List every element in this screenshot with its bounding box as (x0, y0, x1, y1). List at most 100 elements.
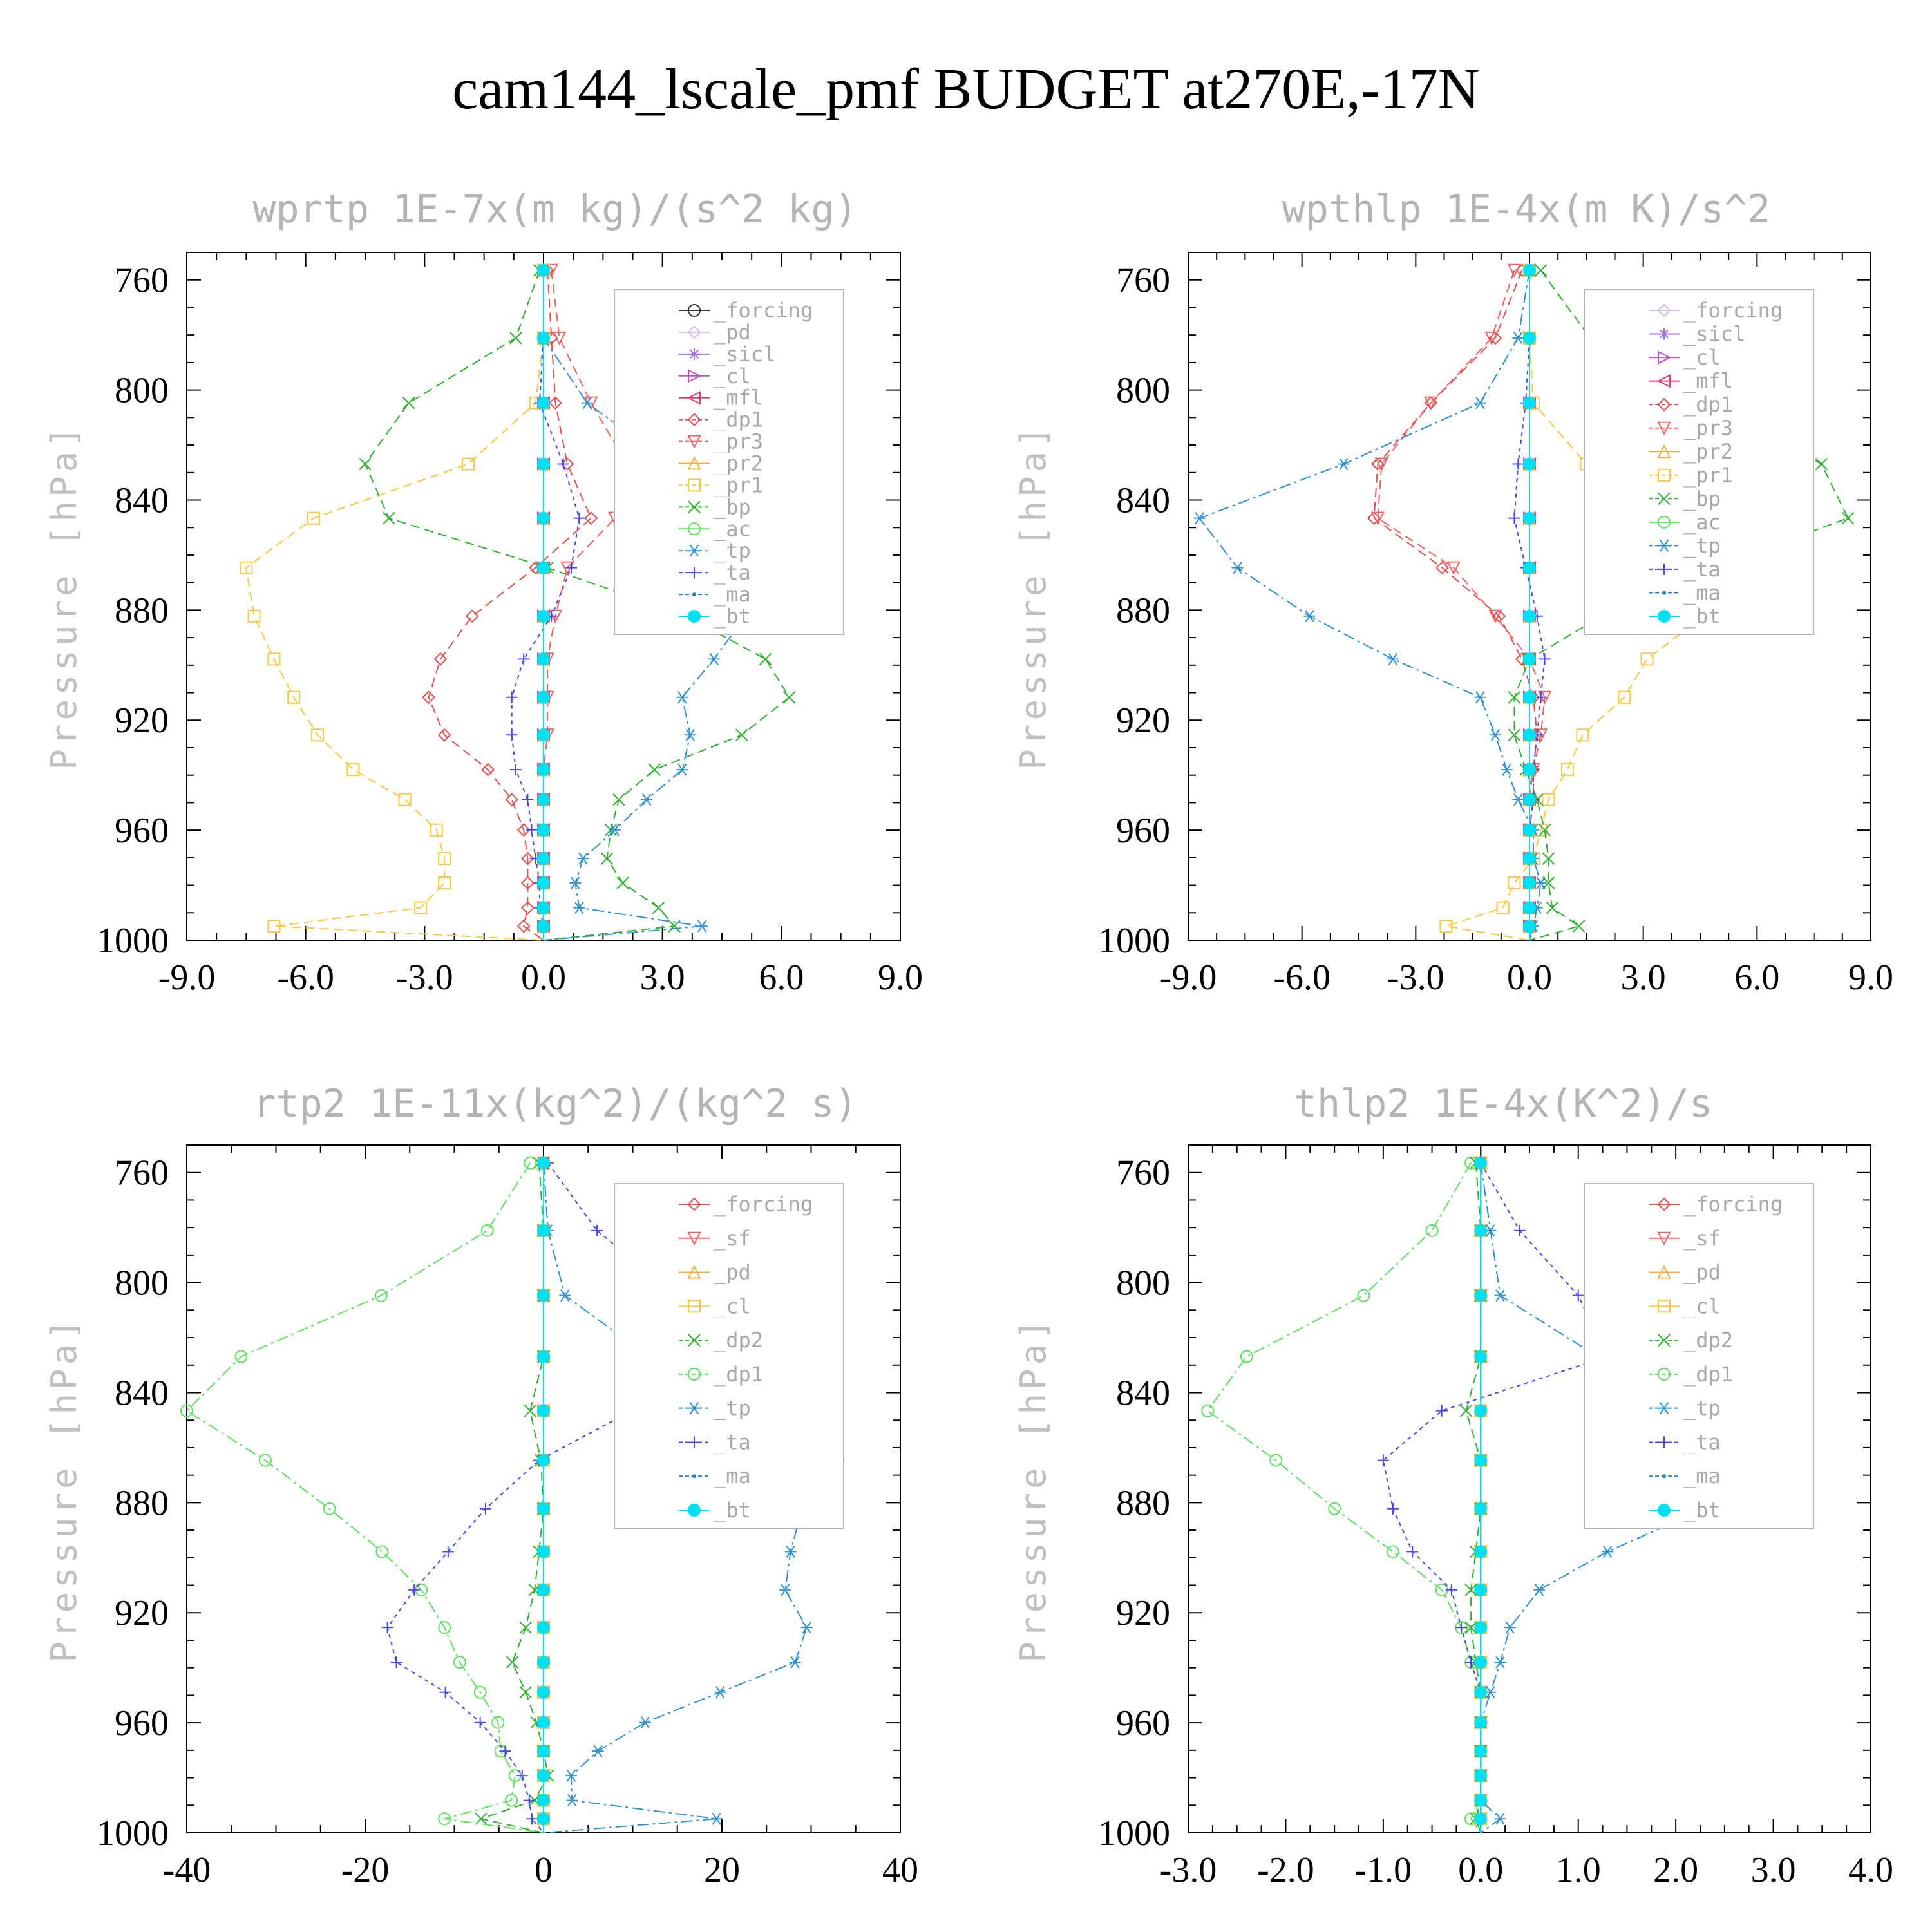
data-point (523, 1794, 535, 1806)
data-point (438, 852, 451, 866)
x-tick-label: -6.0 (277, 958, 334, 998)
y-tick-label: 840 (115, 1373, 169, 1413)
data-point (537, 1289, 550, 1302)
legend-label: _ac (1683, 510, 1721, 535)
data-point (537, 920, 550, 933)
legend-label: _tp (714, 1396, 751, 1421)
legend-marker (688, 478, 701, 492)
series-line (185, 1162, 544, 1833)
x-tick-label: 0 (535, 1850, 553, 1890)
x-tick-label: 3.0 (640, 958, 685, 998)
data-point (1508, 691, 1521, 704)
data-point (537, 457, 550, 471)
data-point (789, 1656, 801, 1669)
y-tick-label: 920 (115, 1593, 169, 1633)
x-tick-label: -6.0 (1273, 958, 1331, 998)
data-point (524, 1156, 537, 1170)
data-point (234, 1350, 248, 1363)
data-point (1387, 1545, 1399, 1558)
legend-marker (1662, 591, 1666, 595)
data-point (708, 652, 720, 665)
legend-marker (1658, 563, 1670, 575)
data-point (1534, 264, 1548, 277)
y-tick-label: 840 (115, 480, 169, 520)
data-point (537, 1656, 550, 1669)
data-point (537, 396, 550, 410)
data-point (566, 1794, 578, 1807)
data-point (1523, 763, 1536, 777)
data-point (1474, 1685, 1488, 1699)
data-point (1508, 728, 1521, 742)
x-tick-label: -20 (341, 1850, 390, 1890)
data-point (537, 561, 550, 574)
series-bt (537, 263, 550, 940)
data-point (465, 609, 479, 623)
legend-marker (1658, 1504, 1671, 1517)
y-tick-label: 760 (115, 261, 169, 301)
legend-label: _bp (1683, 486, 1721, 511)
series-line (511, 270, 580, 940)
data-point (537, 852, 550, 866)
data-point (537, 793, 550, 806)
legend-label: _pr1 (714, 473, 763, 497)
series-bt (1523, 263, 1536, 940)
data-point (505, 793, 519, 807)
data-point (537, 331, 550, 345)
data-point (1546, 901, 1559, 914)
data-point (509, 332, 522, 345)
legend-marker (1658, 1300, 1671, 1313)
data-point (1523, 511, 1536, 525)
legend-marker (688, 1367, 701, 1381)
data-point (398, 793, 412, 806)
panel-title: thlp2 1E-4x(K^2)/s (1294, 1081, 1712, 1126)
data-point (520, 851, 535, 866)
x-tick-label: -3.0 (396, 958, 453, 998)
data-point (1474, 1289, 1488, 1302)
legend-marker (688, 522, 701, 536)
data-point (1523, 852, 1536, 866)
legend-label: _ta (1683, 1430, 1721, 1454)
data-point (652, 901, 665, 914)
data-point (1523, 823, 1536, 837)
data-point (537, 1769, 550, 1783)
data-point (714, 1686, 726, 1699)
data-point (1542, 876, 1555, 889)
legend-label: _dp2 (1683, 1328, 1733, 1352)
series-dp2 (1459, 1157, 1487, 1833)
legend-label: _pr2 (1683, 439, 1733, 464)
data-point (307, 511, 320, 525)
legend-label: _sicl (1683, 322, 1745, 346)
data-point (473, 1685, 487, 1699)
legend-marker (688, 1504, 701, 1517)
data-point (648, 763, 661, 776)
data-point (516, 1770, 528, 1782)
data-point (710, 1812, 723, 1825)
legend-label: _forcing (1683, 298, 1783, 323)
data-point (346, 763, 360, 777)
legend-marker (688, 1334, 701, 1347)
data-point (1474, 1621, 1488, 1634)
data-point (537, 690, 550, 704)
data-point (1494, 1812, 1506, 1825)
data-point (481, 762, 495, 777)
legend-marker (688, 369, 702, 383)
legend-marker (1657, 421, 1671, 435)
data-point (1542, 793, 1555, 806)
data-point (1501, 763, 1513, 776)
data-point (247, 609, 261, 623)
series-pr3 (1370, 263, 1552, 940)
series-line (245, 270, 544, 941)
data-point (1533, 1584, 1546, 1596)
legend-label: _pd (714, 320, 751, 345)
data-point (1490, 728, 1501, 741)
data-point (779, 1584, 791, 1596)
data-point (1357, 1289, 1370, 1302)
legend-marker (688, 544, 700, 557)
series-bp (359, 264, 796, 941)
data-point (1193, 512, 1206, 525)
data-point (519, 1621, 533, 1634)
y-tick-label: 1000 (97, 921, 169, 961)
legend-label: _ma (714, 1464, 751, 1488)
y-tick-label: 1000 (1098, 1814, 1170, 1853)
legend-label: _sf (714, 1226, 751, 1251)
